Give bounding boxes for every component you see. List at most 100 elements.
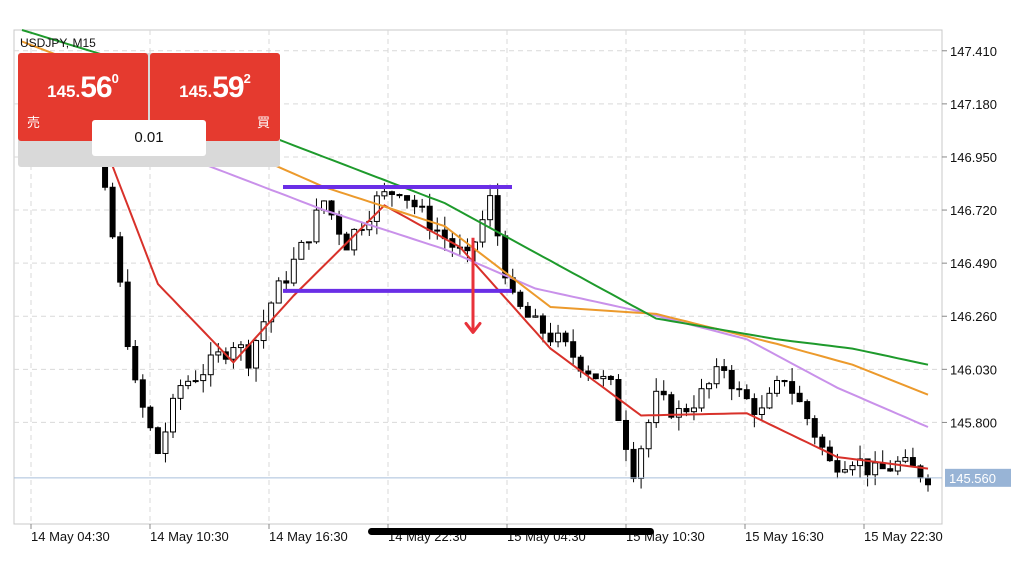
candle-body	[434, 229, 441, 232]
candle-body	[479, 219, 486, 243]
candle-body	[630, 448, 637, 479]
x-tick-label: 15 May 16:30	[745, 529, 824, 544]
candle-body	[215, 351, 222, 356]
candle-body	[728, 369, 735, 390]
candle-body	[766, 392, 773, 409]
candle-body	[781, 380, 788, 383]
candle-body	[758, 407, 765, 415]
y-tick-label: 147.180	[950, 97, 997, 112]
x-tick-label: 15 May 22:30	[864, 529, 943, 544]
candle-body	[675, 408, 682, 418]
candle-body	[426, 205, 433, 231]
candle-body	[487, 195, 494, 221]
candle-body	[396, 194, 403, 197]
sell-price: 145.560	[18, 71, 148, 105]
candle-body	[207, 354, 214, 376]
sell-price-small: 145.	[47, 82, 81, 101]
candle-body	[253, 340, 260, 369]
candle-body	[698, 388, 705, 409]
y-tick-label: 146.490	[950, 256, 997, 271]
candle-body	[841, 469, 848, 473]
candle-body	[796, 392, 803, 403]
candle-body	[909, 457, 916, 467]
candle-body	[811, 418, 818, 438]
candle-body	[192, 380, 199, 383]
candle-body	[464, 246, 471, 252]
buy-price-small: 145.	[179, 82, 213, 101]
candle-body	[789, 381, 796, 394]
candle-body	[147, 406, 154, 429]
one-click-trade-panel: 145.560 売 145.592 買 0.01	[18, 53, 280, 167]
candle-body	[864, 458, 871, 476]
candle-body	[524, 305, 531, 318]
candle-body	[668, 394, 675, 418]
buy-label: 買	[256, 115, 270, 130]
candle-body	[139, 379, 146, 408]
candle-body	[555, 332, 562, 343]
candle-body	[336, 214, 343, 235]
candle-body	[298, 241, 305, 260]
candle-body	[600, 375, 607, 380]
redaction-bar	[368, 528, 654, 535]
candle-body	[653, 390, 660, 424]
candle-body	[706, 383, 713, 390]
candle-body	[200, 374, 207, 382]
candle-body	[872, 462, 879, 476]
candle-body	[162, 431, 169, 454]
candle-body	[230, 347, 237, 360]
y-tick-label: 146.260	[950, 309, 997, 324]
candle-body	[351, 228, 358, 251]
current-price-badge	[945, 468, 1011, 487]
candle-body	[638, 448, 645, 479]
candle-body	[373, 195, 380, 222]
sell-label: 売	[27, 115, 41, 130]
sell-price-big: 56	[80, 71, 112, 104]
candle-body	[887, 468, 894, 472]
lot-size-input[interactable]: 0.01	[92, 120, 206, 156]
candle-body	[721, 366, 728, 371]
sell-button[interactable]: 145.560 売	[18, 53, 148, 141]
candle-body	[819, 436, 826, 448]
candle-body	[834, 460, 841, 473]
x-tick-label: 14 May 04:30	[31, 529, 110, 544]
candle-body	[925, 477, 931, 486]
candle-body	[237, 344, 244, 349]
candle-body	[585, 370, 592, 375]
sell-price-sup: 0	[111, 71, 119, 86]
candle-body	[547, 332, 554, 343]
moving-average-red	[21, 116, 929, 470]
candle-body	[328, 200, 335, 216]
candle-body	[124, 281, 131, 348]
candle-body	[683, 408, 690, 413]
candle-body	[117, 236, 124, 283]
candle-body	[494, 195, 501, 237]
candle-body	[849, 465, 856, 471]
y-tick-label: 146.950	[950, 150, 997, 165]
candle-body	[902, 457, 909, 462]
candle-body	[404, 195, 411, 201]
candle-body	[177, 385, 184, 399]
symbol-label: USDJPY, M15	[20, 36, 96, 50]
y-tick-label: 147.410	[950, 44, 997, 59]
candle-body	[283, 280, 290, 284]
buy-price-sup: 2	[243, 71, 251, 86]
candle-body	[388, 191, 395, 196]
candle-body	[562, 332, 569, 343]
candle-body	[743, 389, 750, 400]
candle-body	[592, 373, 599, 380]
candle-body	[623, 419, 629, 450]
candle-body	[645, 422, 652, 450]
y-tick-label: 145.800	[950, 415, 997, 430]
candle-body	[804, 401, 811, 420]
candle-body	[570, 341, 577, 358]
y-tick-label: 146.720	[950, 203, 997, 218]
breakout-arrow-head	[464, 321, 482, 334]
candle-body	[170, 397, 176, 433]
candle-body	[132, 346, 139, 381]
candle-body	[774, 380, 780, 394]
candle-body	[313, 209, 320, 243]
candle-body	[751, 398, 758, 415]
candle-body	[154, 427, 161, 454]
candle-body	[411, 199, 418, 208]
